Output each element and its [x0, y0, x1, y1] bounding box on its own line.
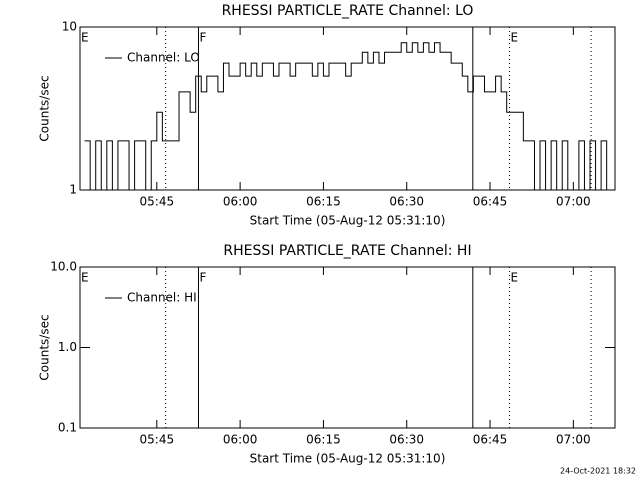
- plot-frame: [79, 26, 616, 191]
- marker-label: E: [81, 271, 89, 285]
- plot-frame: [79, 266, 616, 429]
- x-tick-label: 06:45: [473, 433, 508, 447]
- marker-label: E: [510, 271, 518, 285]
- x-tick-label: 06:30: [389, 195, 424, 209]
- y-tick-label: 1: [69, 183, 77, 197]
- x-tick-label: 06:00: [223, 433, 258, 447]
- y-tick-label: 10.0: [50, 260, 77, 274]
- y-tick-label: 10: [62, 20, 77, 34]
- x-tick-label: 07:00: [556, 195, 591, 209]
- marker-label: F: [199, 271, 206, 285]
- x-tick-label: 07:00: [556, 433, 591, 447]
- x-tick-label: 05:45: [140, 433, 175, 447]
- marker-label: E: [510, 31, 518, 45]
- x-tick-label: 06:30: [389, 433, 424, 447]
- x-tick-label: 06:00: [223, 195, 258, 209]
- footer: 24-Oct-2021 18:32: [560, 467, 636, 476]
- y-tick-label: 0.1: [58, 421, 77, 435]
- x-tick-label: 05:45: [140, 195, 175, 209]
- y-axis-label: Counts/sec: [38, 75, 52, 141]
- chart-title: RHESSI PARTICLE_RATE Channel: HI: [223, 243, 471, 259]
- chart-title: RHESSI PARTICLE_RATE Channel: LO: [222, 3, 474, 19]
- x-tick-label: 06:15: [306, 195, 341, 209]
- legend-label: Channel: LO: [127, 51, 200, 65]
- marker-label: E: [81, 31, 89, 45]
- y-axis-label: Counts/sec: [38, 314, 52, 380]
- marker-label: F: [199, 31, 206, 45]
- x-axis-label: Start Time (05-Aug-12 05:31:10): [250, 452, 446, 466]
- data-line: [84, 42, 608, 190]
- x-axis-label: Start Time (05-Aug-12 05:31:10): [250, 214, 446, 228]
- y-tick-label: 1.0: [58, 340, 77, 354]
- x-tick-label: 06:15: [306, 433, 341, 447]
- x-tick-label: 06:45: [473, 195, 508, 209]
- legend-label: Channel: HI: [127, 291, 197, 305]
